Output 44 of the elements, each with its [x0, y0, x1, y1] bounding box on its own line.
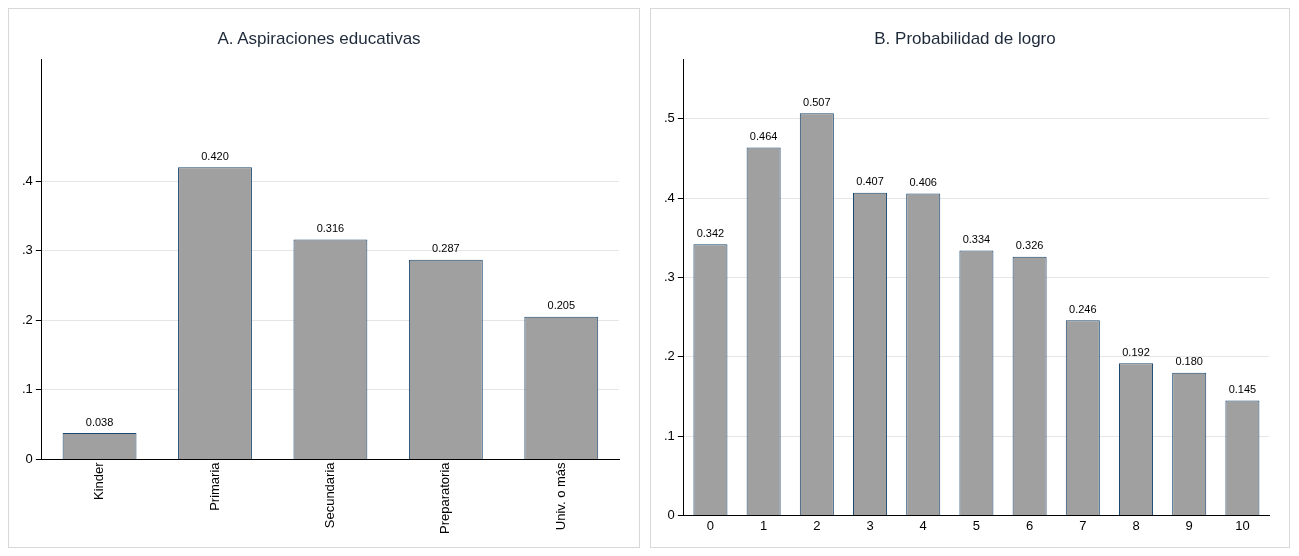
data-label: 0.406 — [909, 175, 937, 188]
y-tick-label: .3 — [22, 242, 33, 258]
x-tick-label: 3 — [866, 517, 874, 533]
data-label: 0.326 — [1015, 239, 1044, 252]
x-tick-label: 4 — [919, 517, 927, 533]
x-tick-label: 6 — [1026, 517, 1034, 533]
data-label: 0.192 — [1122, 345, 1150, 358]
data-label: 0.246 — [1069, 302, 1097, 315]
chart-title: A. Aspiraciones educativas — [217, 28, 421, 48]
y-tick-label: .3 — [664, 269, 675, 285]
data-label: 0.464 — [749, 129, 778, 142]
y-tick-label: .2 — [664, 348, 675, 364]
x-tick-label: 2 — [813, 517, 821, 533]
x-tick-label: 10 — [1235, 517, 1250, 533]
data-label: 0.038 — [85, 415, 114, 428]
x-tick-label: 8 — [1132, 517, 1140, 533]
x-tick-label: 7 — [1079, 517, 1087, 533]
data-label: 0.145 — [1228, 382, 1257, 395]
y-tick-label: .4 — [664, 189, 675, 205]
x-tick-label: Primaria — [206, 461, 222, 511]
y-tick-label: .5 — [664, 110, 675, 126]
y-tick-label: .1 — [664, 427, 675, 443]
x-tick-label: 0 — [706, 517, 715, 533]
x-tick-label: Univ. o más — [552, 461, 568, 531]
data-label: 0.180 — [1175, 355, 1203, 368]
data-label: 0.334 — [962, 233, 991, 246]
x-tick-label: Secundaria — [322, 461, 337, 529]
data-label: 0.420 — [201, 149, 229, 162]
y-tick-label: 0 — [25, 451, 33, 467]
x-tick-label: 1 — [760, 517, 768, 533]
data-label: 0.316 — [316, 222, 345, 235]
data-label: 0.205 — [547, 299, 576, 312]
x-tick-label: 5 — [972, 517, 981, 533]
y-tick-label: .1 — [22, 381, 33, 397]
x-tick-label: 9 — [1185, 517, 1193, 533]
y-tick-label: .4 — [22, 172, 33, 188]
data-label: 0.507 — [803, 95, 831, 108]
x-tick-label: Kinder — [91, 461, 107, 501]
chart-title: B. Probabilidad de logro — [874, 28, 1056, 48]
y-tick-label: .2 — [22, 311, 33, 327]
data-label: 0.342 — [696, 226, 725, 239]
data-label: 0.407 — [856, 175, 884, 188]
data-label: 0.287 — [432, 242, 460, 255]
x-tick-label: Preparatoria — [437, 461, 453, 535]
